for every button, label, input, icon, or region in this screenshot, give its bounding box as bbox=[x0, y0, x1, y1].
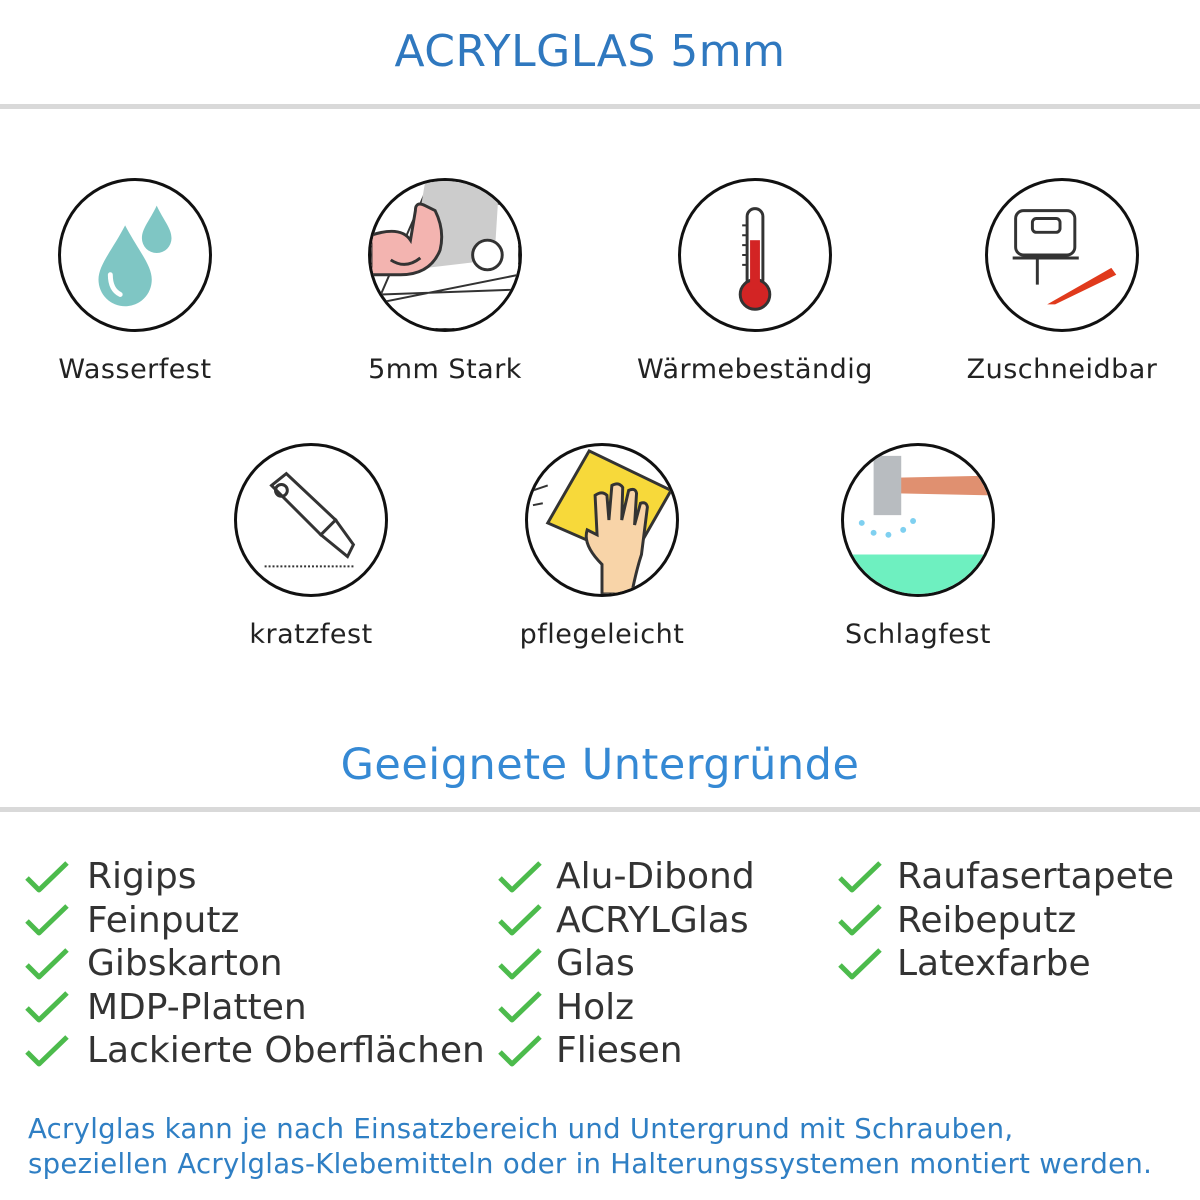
strong-arm-icon bbox=[368, 178, 522, 332]
surface-label: Reibeputz bbox=[897, 899, 1077, 941]
cleaning-sponge-hand-icon bbox=[525, 443, 679, 597]
surface-label: Alu-Dibond bbox=[556, 856, 755, 898]
thermometer-icon bbox=[678, 178, 832, 332]
feature-pflegeleicht: pflegeleicht bbox=[472, 443, 732, 650]
surface-item: Reibeputz bbox=[838, 899, 1174, 943]
check-icon bbox=[25, 860, 69, 893]
feature-kratzfest: kratzfest bbox=[181, 443, 441, 650]
check-icon bbox=[498, 991, 542, 1023]
surfaces-title: Geeignete Untergründe bbox=[340, 740, 860, 790]
divider bbox=[0, 104, 1200, 109]
check-icon bbox=[25, 991, 69, 1023]
surface-label: Feinputz bbox=[87, 899, 240, 941]
surface-item: Lackierte Oberflächen bbox=[25, 1029, 485, 1073]
surface-item: Gibskarton bbox=[25, 942, 485, 986]
surface-item: ACRYLGlas bbox=[498, 899, 755, 943]
water-drops-icon bbox=[58, 178, 212, 332]
feature-zuschneidbar: Zuschneidbar bbox=[932, 178, 1192, 385]
feature-wasserfest: Wasserfest bbox=[5, 178, 265, 385]
surface-label: Fliesen bbox=[556, 1030, 683, 1072]
feature-label: Wärmebeständig bbox=[637, 354, 873, 385]
check-icon bbox=[25, 947, 69, 980]
surface-item: Fliesen bbox=[498, 1029, 755, 1073]
surface-label: Lackierte Oberflächen bbox=[87, 1030, 485, 1072]
footer-line: speziellen Acrylglas-Klebemitteln oder i… bbox=[28, 1148, 1153, 1180]
surface-label: Rigips bbox=[87, 856, 197, 898]
feature-label: Zuschneidbar bbox=[966, 354, 1158, 385]
feature-label: Wasserfest bbox=[58, 354, 212, 385]
feature-schlagfest: Schlagfest bbox=[788, 443, 1048, 650]
cutter-knife-icon bbox=[234, 443, 388, 597]
check-icon bbox=[498, 860, 542, 893]
check-icon bbox=[838, 947, 882, 980]
check-icon bbox=[838, 904, 882, 936]
surface-item: Glas bbox=[498, 942, 755, 986]
footer-line: Acrylglas kann je nach Einsatzbereich un… bbox=[28, 1113, 1014, 1145]
surface-item: MDP-Platten bbox=[25, 986, 485, 1030]
divider bbox=[0, 807, 1200, 812]
surface-label: ACRYLGlas bbox=[556, 899, 749, 941]
feature-label: 5mm Stark bbox=[368, 354, 522, 385]
surface-item: Alu-Dibond bbox=[498, 855, 755, 899]
surface-label: Raufasertapete bbox=[897, 856, 1174, 898]
feature-waermebestaendig: Wärmebeständig bbox=[625, 178, 885, 385]
page-title: ACRYLGLAS 5mm bbox=[394, 26, 786, 77]
surface-label: Holz bbox=[556, 986, 634, 1028]
surface-item: Raufasertapete bbox=[838, 855, 1174, 899]
check-icon bbox=[25, 904, 69, 936]
surface-item: Holz bbox=[498, 986, 755, 1030]
feature-5mm-stark: 5mm Stark bbox=[315, 178, 575, 385]
surface-label: Gibskarton bbox=[87, 943, 283, 985]
surface-label: Latexfarbe bbox=[897, 943, 1091, 985]
check-icon bbox=[498, 904, 542, 936]
surface-label: Glas bbox=[556, 943, 635, 985]
feature-label: pflegeleicht bbox=[519, 619, 685, 650]
footer-note: Acrylglas kann je nach Einsatzbereich un… bbox=[28, 1112, 1152, 1182]
check-icon bbox=[498, 1034, 542, 1067]
surfaces-column-2: Alu-Dibond ACRYLGlas Glas Holz Fliesen bbox=[498, 855, 755, 1073]
jigsaw-icon bbox=[985, 178, 1139, 332]
surface-item: Feinputz bbox=[25, 899, 485, 943]
feature-label: kratzfest bbox=[249, 619, 373, 650]
check-icon bbox=[838, 860, 882, 893]
surface-label: MDP-Platten bbox=[87, 986, 307, 1028]
surface-item: Rigips bbox=[25, 855, 485, 899]
surfaces-column-3: Raufasertapete Reibeputz Latexfarbe bbox=[838, 855, 1174, 986]
feature-label: Schlagfest bbox=[844, 619, 992, 650]
check-icon bbox=[25, 1034, 69, 1067]
surfaces-column-1: Rigips Feinputz Gibskarton MDP-Platten Lacki… bbox=[25, 855, 485, 1073]
hammer-icon bbox=[841, 443, 995, 597]
check-icon bbox=[498, 947, 542, 980]
surface-item: Latexfarbe bbox=[838, 942, 1174, 986]
